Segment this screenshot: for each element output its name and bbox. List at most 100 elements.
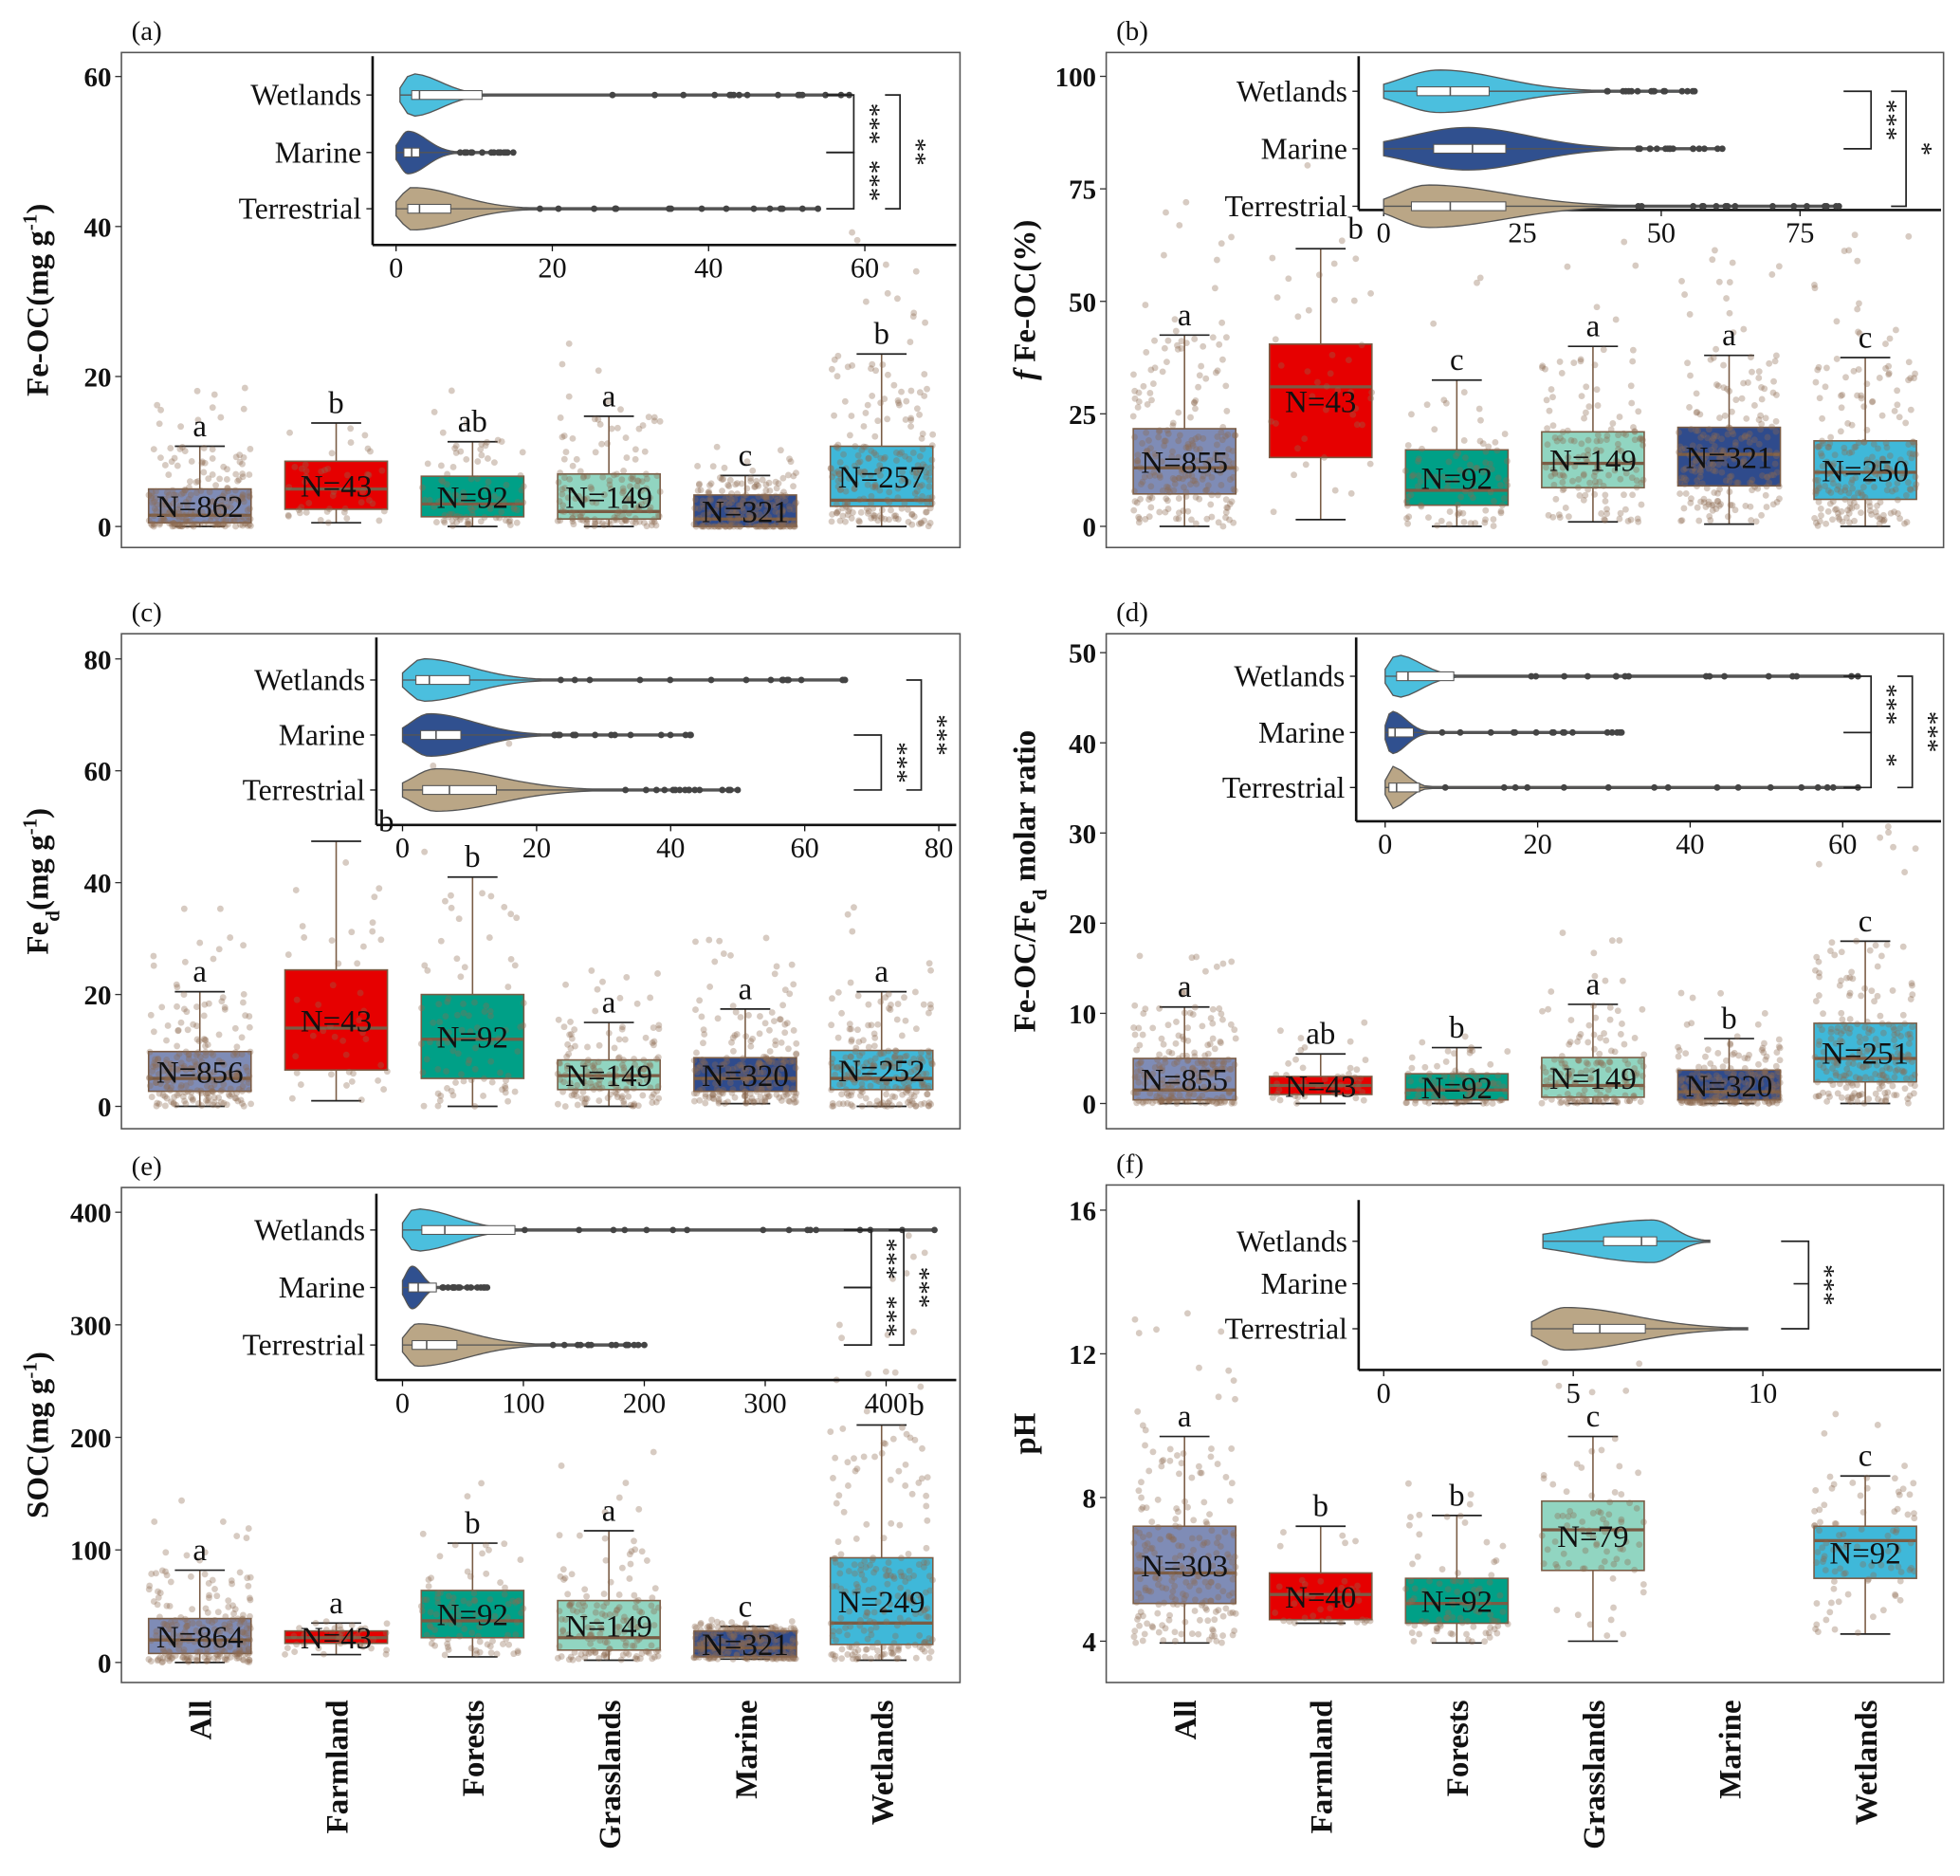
- jitter-point: [239, 495, 247, 502]
- jitter-point: [789, 1076, 797, 1083]
- jitter-point: [929, 431, 937, 438]
- y-axis-title-part: -1: [18, 1362, 41, 1379]
- jitter-point: [871, 1034, 879, 1041]
- jitter-point: [498, 438, 505, 446]
- jitter-point: [571, 1648, 578, 1656]
- n-label: N=149: [1549, 445, 1637, 479]
- jitter-point: [1460, 437, 1468, 444]
- jitter-point: [1811, 966, 1819, 974]
- jitter-point: [1209, 334, 1217, 341]
- jitter-point: [1209, 1020, 1217, 1027]
- jitter-point: [1885, 1077, 1893, 1085]
- violin-outlier: [1823, 203, 1830, 210]
- significance-stars: ***: [854, 160, 885, 201]
- jitter-point: [1619, 1021, 1625, 1027]
- jitter-point: [376, 885, 383, 892]
- jitter-point: [1677, 517, 1685, 524]
- jitter-point: [584, 516, 591, 524]
- jitter-point: [180, 905, 188, 912]
- jitter-point: [1850, 499, 1858, 506]
- jitter-point: [1863, 380, 1871, 388]
- jitter-point: [556, 498, 563, 506]
- violin-outlier: [777, 205, 784, 212]
- jitter-point: [870, 512, 877, 519]
- jitter-point: [701, 1031, 708, 1038]
- jitter-point: [592, 449, 599, 456]
- jitter-point: [205, 1094, 212, 1101]
- jitter-point: [731, 1032, 739, 1039]
- jitter-point: [435, 1001, 443, 1008]
- jitter-point: [520, 1021, 527, 1029]
- jitter-point: [212, 482, 219, 489]
- jitter-point: [752, 516, 759, 523]
- jitter-point: [1639, 1073, 1646, 1079]
- jitter-point: [582, 1649, 589, 1657]
- jitter-point: [869, 360, 876, 368]
- jitter-point: [183, 1552, 191, 1559]
- violin-outlier: [1767, 783, 1774, 791]
- jitter-point: [302, 461, 309, 469]
- jitter-point: [793, 499, 799, 506]
- box-forests: N=92c: [1401, 274, 1511, 529]
- jitter-point: [182, 518, 190, 525]
- jitter-point: [614, 470, 620, 478]
- jitter-point: [1814, 1078, 1822, 1086]
- significance-stars: *: [1907, 142, 1937, 156]
- jitter-point: [1214, 491, 1221, 499]
- jitter-point: [224, 466, 230, 473]
- jitter-point: [1270, 508, 1277, 516]
- inset-group-label: Terrestrial: [243, 773, 366, 806]
- jitter-point: [171, 508, 178, 516]
- jitter-point: [429, 1634, 436, 1642]
- jitter-point: [441, 512, 449, 519]
- jitter-point: [172, 496, 179, 504]
- group-letter: c: [1859, 321, 1873, 355]
- jitter-point: [882, 261, 889, 268]
- jitter-point: [1686, 310, 1694, 318]
- jitter-point: [478, 1480, 485, 1487]
- jitter-point: [1723, 1057, 1730, 1064]
- jitter-point: [1687, 499, 1694, 506]
- jitter-point: [482, 442, 489, 450]
- jitter-point: [246, 1073, 253, 1079]
- jitter-point: [1822, 383, 1829, 391]
- jitter-point: [185, 495, 192, 503]
- jitter-point: [777, 447, 784, 454]
- jitter-point: [1621, 1040, 1628, 1048]
- jitter-point: [520, 1605, 527, 1612]
- jitter-point: [791, 523, 798, 530]
- jitter-point: [737, 1014, 744, 1021]
- y-tick-label: 40: [1069, 729, 1096, 760]
- box-farmland: N=43a: [282, 1587, 391, 1658]
- jitter-point: [1158, 1035, 1165, 1042]
- jitter-point: [782, 516, 790, 524]
- jitter-point: [1621, 238, 1628, 246]
- jitter-point: [1811, 1054, 1819, 1061]
- jitter-point: [844, 363, 852, 371]
- jitter-point: [1408, 472, 1416, 480]
- jitter-point: [643, 1556, 650, 1564]
- jitter-point: [467, 1076, 475, 1084]
- jitter-point: [1218, 319, 1226, 326]
- jitter-point: [1726, 309, 1733, 317]
- group-letter: c: [1859, 905, 1873, 939]
- inset-group-label: Terrestrial: [1222, 771, 1346, 804]
- jitter-point: [200, 1012, 208, 1020]
- jitter-point: [1156, 508, 1163, 516]
- inset-group-label: Wetlands: [1234, 660, 1345, 693]
- inset-group-label: Wetlands: [254, 664, 365, 697]
- jitter-point: [1563, 1098, 1570, 1105]
- jitter-point: [505, 1641, 513, 1648]
- jitter-point: [912, 267, 920, 275]
- jitter-point: [364, 445, 372, 452]
- jitter-point: [1140, 1099, 1146, 1107]
- jitter-point: [209, 498, 216, 506]
- jitter-point: [477, 518, 485, 525]
- jitter-point: [1845, 489, 1853, 497]
- jitter-point: [611, 1044, 618, 1052]
- jitter-point: [602, 1556, 610, 1564]
- jitter-point: [220, 463, 228, 470]
- jitter-point: [1178, 344, 1185, 352]
- violin-outlier: [775, 91, 781, 99]
- jitter-point: [617, 406, 624, 414]
